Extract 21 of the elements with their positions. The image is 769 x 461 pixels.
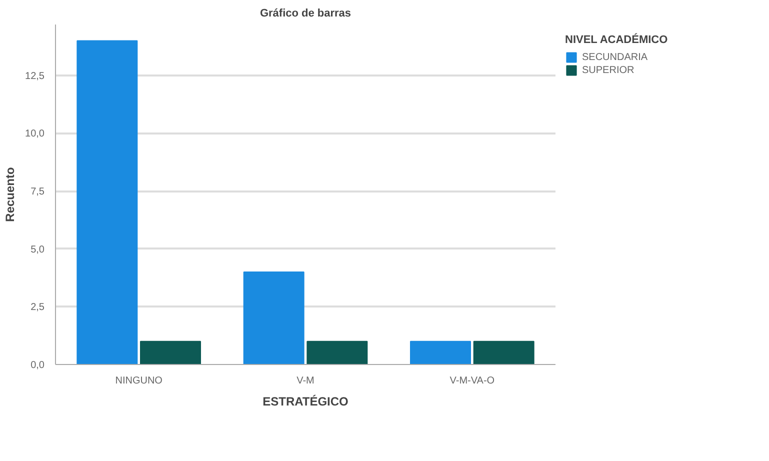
legend-label: SECUNDARIA <box>582 51 648 63</box>
bar <box>306 340 368 364</box>
bar <box>76 40 138 364</box>
y-tick-label: 12,5 <box>25 70 45 82</box>
x-tick-label: V-M-VA-O <box>450 376 495 386</box>
legend-label: SUPERIOR <box>582 64 634 76</box>
x-tick-label: V-M <box>296 376 314 386</box>
y-tick-label: 0,0 <box>30 360 45 371</box>
x-tick-label: NINGUNO <box>115 376 163 386</box>
y-tick-label: 10,0 <box>25 128 45 140</box>
bar <box>140 340 201 364</box>
legend-title: NIVEL ACADÉMICO <box>565 34 668 46</box>
y-tick-label: 5,0 <box>30 244 45 256</box>
chart-title: Gráfico de barras <box>260 8 352 20</box>
bar <box>243 271 304 364</box>
bar <box>410 340 471 364</box>
y-tick-label: 2,5 <box>30 302 45 314</box>
y-axis-title: Recuento <box>3 167 18 222</box>
bar <box>473 340 534 364</box>
x-axis-title: ESTRATÉGICO <box>262 394 348 408</box>
y-tick-label: 7,5 <box>30 186 45 198</box>
